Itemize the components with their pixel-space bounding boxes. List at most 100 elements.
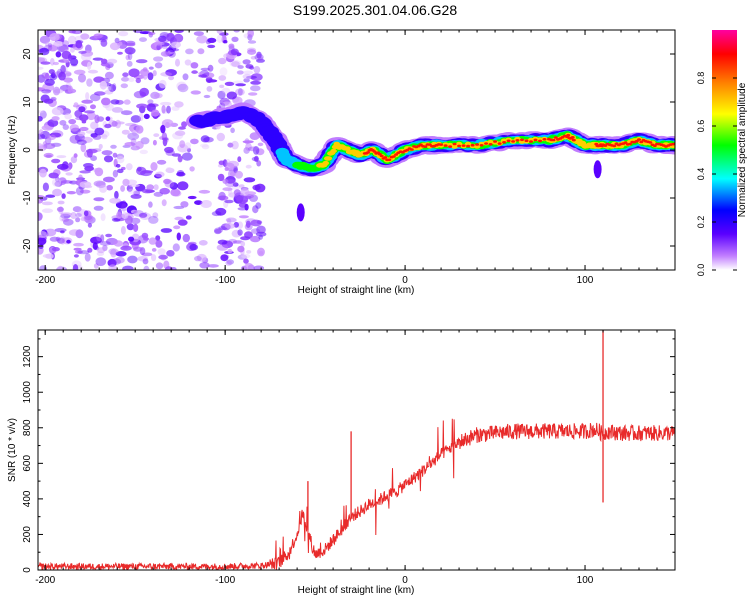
noise-blob — [75, 213, 82, 218]
noise-blob — [87, 247, 93, 253]
noise-blob — [148, 237, 157, 245]
noise-blob — [197, 48, 205, 55]
noise-blob — [111, 107, 123, 113]
noise-blob — [77, 131, 86, 137]
noise-blob — [200, 135, 210, 143]
ridge-mark — [379, 154, 384, 158]
noise-blob — [173, 205, 185, 210]
noise-blob — [143, 113, 150, 120]
noise-blob — [68, 35, 77, 45]
noise-blob — [214, 227, 223, 234]
noise-blob — [38, 231, 47, 238]
noise-blob — [226, 259, 234, 265]
noise-blob — [176, 170, 185, 177]
colorbar: 0.0 0.2 0.4 0.6 0.8 Normalized spectral ampl… — [696, 30, 748, 276]
ridge-mark — [461, 144, 466, 147]
noise-blob — [226, 218, 232, 225]
noise-blob — [79, 181, 92, 188]
noise-blob — [126, 163, 133, 171]
noise-blob — [90, 155, 97, 161]
x-tick-label: 100 — [577, 275, 594, 286]
noise-blob — [243, 70, 254, 75]
colorbar-ticks: 0.0 0.2 0.4 0.6 0.8 — [696, 72, 737, 276]
snr-plot-area — [38, 330, 675, 570]
noise-blob — [74, 110, 83, 118]
noise-blob — [157, 248, 166, 256]
ridge-mark — [652, 144, 657, 147]
noise-blob — [110, 99, 120, 105]
noise-blob — [94, 167, 104, 177]
noise-blob — [223, 40, 228, 44]
noise-blob — [238, 215, 249, 219]
noise-blob — [74, 35, 86, 41]
ridge-mark — [322, 160, 330, 166]
ridge-mark — [551, 138, 556, 142]
x-tick-label: 100 — [577, 575, 594, 586]
noise-blob — [237, 229, 243, 236]
noise-blob — [123, 99, 131, 105]
noise-blob — [65, 72, 72, 76]
noise-blob — [133, 246, 143, 252]
noise-blob — [165, 69, 177, 77]
noise-blob — [121, 200, 127, 207]
noise-blob — [45, 194, 56, 198]
noise-blob — [127, 255, 138, 264]
noise-blob — [256, 58, 265, 63]
noise-blob — [130, 217, 141, 225]
noise-blob — [165, 167, 173, 173]
noise-blob — [115, 256, 125, 264]
y-tick-label: 800 — [22, 419, 33, 436]
noise-blob — [226, 91, 237, 100]
noise-blob — [245, 164, 252, 169]
noise-blob — [57, 163, 69, 170]
y-tick-label: 1000 — [22, 381, 33, 404]
noise-blob — [147, 72, 154, 81]
noise-blob — [124, 47, 136, 55]
noise-blob — [55, 236, 61, 242]
noise-blob — [47, 41, 55, 46]
noise-blob — [155, 262, 164, 270]
ridge-mark — [566, 133, 571, 137]
noise-blob — [153, 133, 160, 138]
noise-blob — [94, 114, 100, 124]
noise-blob — [148, 201, 153, 208]
snr-ylabel: SNR (10 * v/v) — [7, 418, 18, 482]
noise-blob — [253, 66, 261, 74]
noise-blob — [190, 138, 199, 145]
noise-blob — [154, 93, 163, 99]
noise-blob — [79, 189, 91, 194]
noise-blob — [80, 33, 90, 40]
noise-blob — [78, 174, 83, 180]
noise-blob — [135, 125, 144, 134]
ridge-mark — [330, 148, 337, 154]
noise-blob — [245, 220, 251, 228]
ridge-mark — [515, 139, 520, 142]
noise-blob — [216, 244, 229, 251]
noise-blob — [240, 188, 250, 196]
noise-blob — [86, 112, 97, 121]
noise-blob — [133, 90, 146, 99]
noise-blob — [161, 105, 166, 114]
noise-blob — [164, 266, 173, 270]
noise-blob — [85, 92, 90, 101]
noise-blob — [51, 158, 61, 164]
ridge-mark — [493, 140, 498, 143]
noise-blob — [172, 243, 180, 252]
ridge-mark — [439, 143, 444, 146]
noise-blob — [177, 83, 189, 93]
noise-blob — [158, 79, 167, 89]
noise-blob — [230, 127, 235, 134]
noise-blob — [198, 72, 203, 76]
noise-blob — [176, 81, 187, 91]
noise-blob — [160, 228, 173, 233]
noise-blob — [114, 190, 119, 200]
noise-blob — [132, 210, 144, 217]
noise-blob — [117, 168, 124, 174]
x-tick-label: 0 — [402, 275, 408, 286]
noise-blob — [163, 178, 171, 185]
y-tick-label: 10 — [22, 96, 33, 108]
noise-blob — [125, 54, 130, 61]
